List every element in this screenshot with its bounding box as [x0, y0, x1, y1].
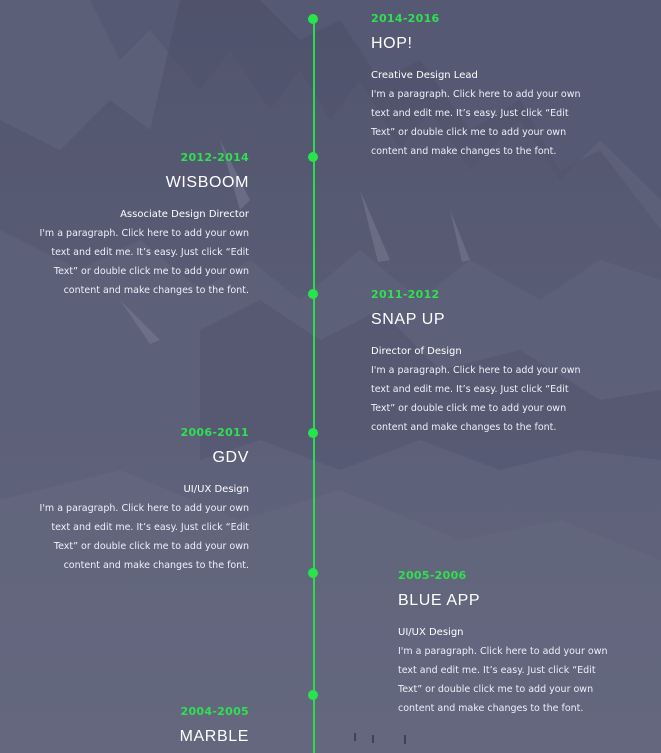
paragraph-line: I'm a paragraph. Click here to add your …	[39, 503, 249, 514]
entry-paragraph: I'm a paragraph. Click here to add your …	[371, 361, 631, 437]
timeline-dot	[308, 152, 318, 162]
timeline-dot	[308, 14, 318, 24]
entry-years: 2004-2005	[180, 705, 249, 718]
entry-role: Associate Design Director	[120, 209, 249, 220]
entry-paragraph: I'm a paragraph. Click here to add your …	[398, 642, 643, 718]
timeline-entry: 2011-2012 SNAP UP Director of Design I'm…	[371, 288, 631, 437]
entry-company: GDV	[212, 449, 249, 466]
entry-company: SNAP UP	[371, 311, 446, 328]
paragraph-line: text and edit me. It’s easy. Just click …	[51, 522, 249, 533]
paragraph-line: content and make changes to the font.	[371, 146, 557, 157]
paragraph-line: Text” or double click me to add your own	[53, 266, 249, 277]
timeline-entry: 2005-2006 BLUE APP UI/UX Design I'm a pa…	[398, 569, 643, 718]
entry-years: 2005-2006	[398, 569, 467, 582]
entry-years: 2014-2016	[371, 12, 440, 25]
paragraph-line: I'm a paragraph. Click here to add your …	[398, 646, 608, 657]
timeline-dot	[308, 289, 318, 299]
paragraph-line: content and make changes to the font.	[371, 422, 557, 433]
paragraph-line: Text” or double click me to add your own	[398, 684, 594, 695]
entry-company: HOP!	[371, 35, 413, 52]
paragraph-line: I'm a paragraph. Click here to add your …	[371, 365, 581, 376]
entry-paragraph: I'm a paragraph. Click here to add your …	[30, 499, 249, 575]
timeline-entry: 2014-2016 HOP! Creative Design Lead I'm …	[371, 12, 631, 161]
paragraph-line: text and edit me. It’s easy. Just click …	[371, 108, 569, 119]
timeline-entry: 2012-2014 WISBOOM Associate Design Direc…	[30, 151, 249, 300]
timeline-dot	[308, 428, 318, 438]
entry-years: 2006-2011	[180, 426, 249, 439]
entry-years: 2011-2012	[371, 288, 440, 301]
entry-company: MARBLE	[179, 728, 249, 745]
timeline-dot	[308, 690, 318, 700]
entry-company: WISBOOM	[165, 174, 249, 191]
paragraph-line: Text” or double click me to add your own	[53, 541, 249, 552]
paragraph-line: Text” or double click me to add your own	[371, 127, 567, 138]
paragraph-line: I'm a paragraph. Click here to add your …	[371, 89, 581, 100]
entry-paragraph: I'm a paragraph. Click here to add your …	[30, 224, 249, 300]
entry-paragraph: I'm a paragraph. Click here to add your …	[371, 85, 631, 161]
timeline-line	[313, 18, 315, 753]
entry-role: Director of Design	[371, 346, 462, 357]
timeline-entry: 2004-2005 MARBLE	[30, 705, 249, 747]
entry-role: UI/UX Design	[398, 627, 464, 638]
timeline-dot	[308, 568, 318, 578]
entry-role: Creative Design Lead	[371, 70, 478, 81]
entry-company: BLUE APP	[398, 592, 481, 609]
paragraph-line: I'm a paragraph. Click here to add your …	[39, 228, 249, 239]
paragraph-line: text and edit me. It’s easy. Just click …	[371, 384, 569, 395]
paragraph-line: text and edit me. It’s easy. Just click …	[398, 665, 596, 676]
paragraph-line: text and edit me. It’s easy. Just click …	[51, 247, 249, 258]
entry-years: 2012-2014	[180, 151, 249, 164]
timeline-entry: 2006-2011 GDV UI/UX Design I'm a paragra…	[30, 426, 249, 575]
paragraph-line: content and make changes to the font.	[63, 560, 249, 571]
paragraph-line: content and make changes to the font.	[63, 285, 249, 296]
paragraph-line: Text” or double click me to add your own	[371, 403, 567, 414]
paragraph-line: content and make changes to the font.	[398, 703, 584, 714]
entry-role: UI/UX Design	[183, 484, 249, 495]
